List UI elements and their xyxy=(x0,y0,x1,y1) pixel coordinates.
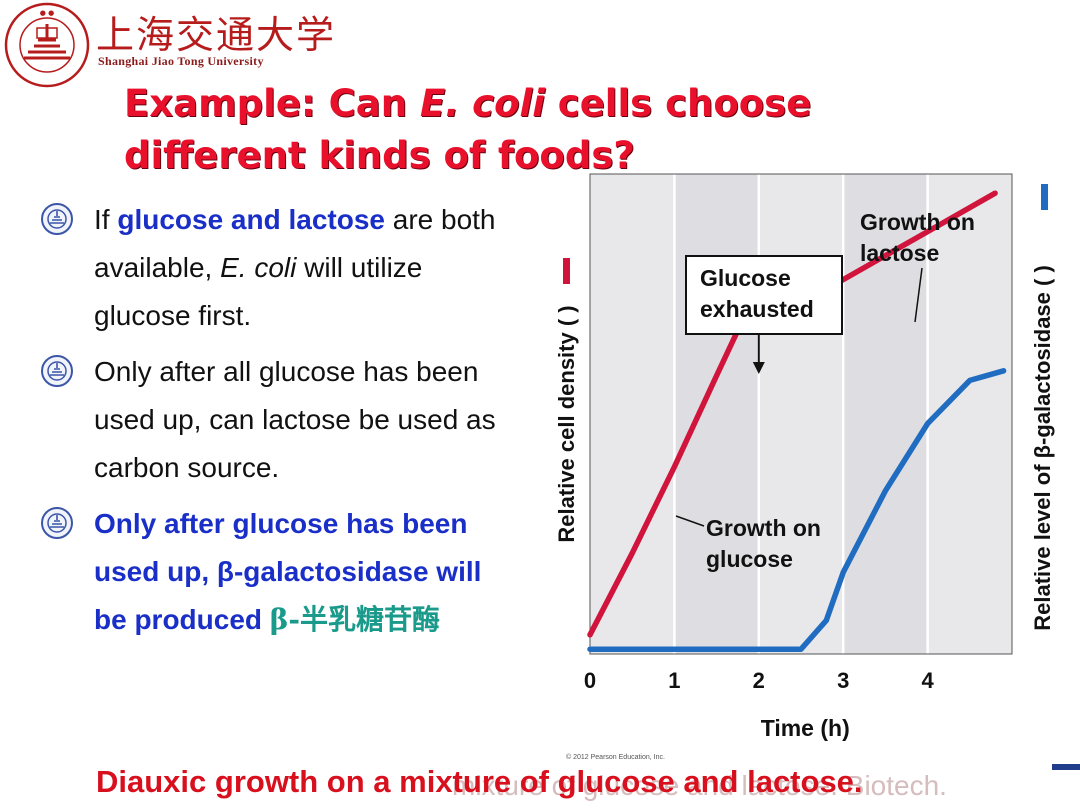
seal-bullet-icon xyxy=(41,203,73,235)
bullet-list: If glucose and lactose are both availabl… xyxy=(40,196,510,652)
right-legend-swatch xyxy=(1041,184,1048,210)
y-axis-label-left: Relative cell density ( ) xyxy=(554,305,579,542)
annotation-box xyxy=(685,255,843,335)
annotation-glucose-exhausted: Glucose xyxy=(700,265,791,291)
title-italic: E. coli xyxy=(419,82,545,125)
annotation-growth-glucose: glucose xyxy=(706,546,793,572)
university-name-chinese: 上海交通大学 xyxy=(96,13,337,57)
x-tick-label: 1 xyxy=(668,668,680,693)
annotation-growth-lactose: lactose xyxy=(860,240,939,266)
bullet-item: If glucose and lactose are both availabl… xyxy=(40,196,510,340)
plot-frame xyxy=(589,173,1013,655)
university-seal-icon: ● ● xyxy=(4,2,90,88)
bullet-text-segment: will utilize glucose first. xyxy=(94,252,423,331)
university-name-english: Shanghai Jiao Tong University xyxy=(98,54,264,68)
seal-bullet-icon xyxy=(41,507,73,539)
footer-caption: Diauxic growth on a mixture of glucose a… xyxy=(96,764,863,799)
bullet-text-segment: Only after all glucose has been used up,… xyxy=(94,356,496,483)
left-legend-swatch xyxy=(563,258,570,284)
university-logo: ● ● 上海交通大学 Shanghai Jiao Tong University xyxy=(4,2,334,102)
bullet-item: Only after all glucose has been used up,… xyxy=(40,348,510,492)
diauxic-growth-chart: 0 1 2 3 4 Time (h) Relative cell density ( ) Re… xyxy=(554,173,1055,741)
plot-band xyxy=(927,174,1012,654)
x-tick-label: 0 xyxy=(584,668,596,693)
bullet-item: Only after glucose has been used up, β-g… xyxy=(40,500,510,644)
slide-title: Example: Can E. coli cells choose differ… xyxy=(124,78,924,182)
x-tick-label: 2 xyxy=(753,668,765,693)
annotation-growth-lactose: Growth on xyxy=(860,209,975,235)
figure-copyright: © 2012 Pearson Education, Inc. xyxy=(566,754,665,761)
bullet-text-segment: Only after glucose has been used up, β-g… xyxy=(94,508,482,635)
seal-bullet-icon xyxy=(41,355,73,387)
annotation-growth-glucose: Growth on xyxy=(706,515,821,541)
corner-accent-bar xyxy=(1052,764,1080,770)
plot-band xyxy=(758,174,844,654)
bullet-text-segment: glucose and lactose xyxy=(117,204,385,235)
bullet-text-segment: are both available, xyxy=(94,204,496,283)
x-axis-label: Time (h) xyxy=(761,715,850,741)
svg-text:● ●: ● ● xyxy=(40,9,54,17)
y-axis-label-right: Relative level of β-galactosidase ( ) xyxy=(1030,265,1055,631)
bullet-text-segment: β-半乳糖苷酶 xyxy=(269,603,441,636)
bullet-text-segment: If xyxy=(94,204,118,235)
annotation-glucose-exhausted: exhausted xyxy=(700,296,814,322)
footer-ghost-text: mixture of glucose and lactose. Biotech. xyxy=(452,770,947,801)
plot-band xyxy=(674,174,759,654)
annotation-arrowhead xyxy=(752,362,765,374)
x-tick-label: 4 xyxy=(921,668,934,693)
galactosidase-line xyxy=(587,368,1007,652)
title-part-1: Example: Can xyxy=(124,82,420,125)
plot-band xyxy=(590,174,675,654)
x-tick-label: 3 xyxy=(837,668,849,693)
annotation-leader-lactose xyxy=(914,267,923,323)
title-part-2: cells choose different kinds of foods? xyxy=(124,82,812,177)
bullet-text-segment: E. coli xyxy=(220,252,297,283)
annotation-leader-glucose xyxy=(675,515,705,527)
